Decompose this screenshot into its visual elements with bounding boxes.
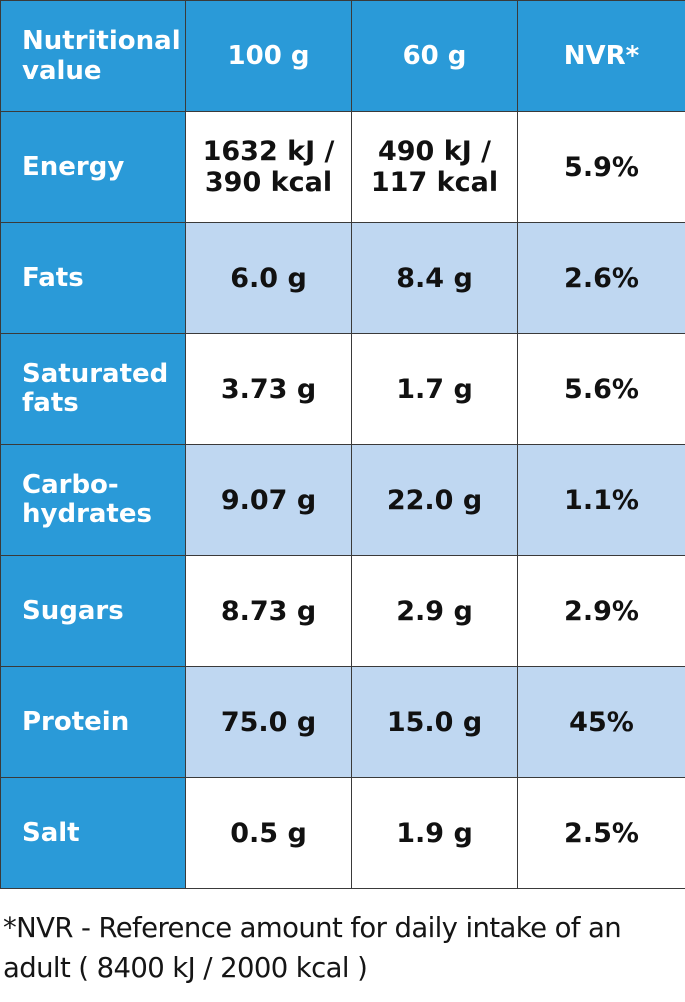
value-60g: 15.0 g xyxy=(351,666,518,778)
value-nvr: 2.6% xyxy=(517,222,685,334)
value-100g: 1632 kJ / 390 kcal xyxy=(185,111,352,223)
table-row: Sugars 8.73 g 2.9 g 2.9% xyxy=(0,555,685,667)
value-nvr: 2.5% xyxy=(517,777,685,889)
value-100g: 8.73 g xyxy=(185,555,352,667)
row-label: Energy xyxy=(0,111,186,223)
value-nvr: 5.6% xyxy=(517,333,685,445)
header-nvr: NVR* xyxy=(517,0,685,112)
value-60g: 8.4 g xyxy=(351,222,518,334)
header-60g: 60 g xyxy=(351,0,518,112)
nvr-footnote: *NVR - Reference amount for daily intake… xyxy=(3,912,622,984)
value-100g: 0.5 g xyxy=(185,777,352,889)
value-nvr: 45% xyxy=(517,666,685,778)
row-label: Saturated fats xyxy=(0,333,186,445)
header-nutritional-value: Nutritional value xyxy=(0,0,186,112)
row-label: Protein xyxy=(0,666,186,778)
value-nvr: 1.1% xyxy=(517,444,685,556)
table-header-row: Nutritional value 100 g 60 g NVR* xyxy=(0,0,685,112)
row-label: Salt xyxy=(0,777,186,889)
value-nvr: 5.9% xyxy=(517,111,685,223)
table-row: Protein 75.0 g 15.0 g 45% xyxy=(0,666,685,778)
table-row: Saturated fats 3.73 g 1.7 g 5.6% xyxy=(0,333,685,445)
value-60g: 2.9 g xyxy=(351,555,518,667)
value-60g: 1.7 g xyxy=(351,333,518,445)
value-nvr: 2.9% xyxy=(517,555,685,667)
value-100g: 9.07 g xyxy=(185,444,352,556)
table-row: Salt 0.5 g 1.9 g 2.5% xyxy=(0,777,685,889)
nutrition-table: Nutritional value 100 g 60 g NVR* Energy… xyxy=(0,0,685,889)
table-row: Energy 1632 kJ / 390 kcal 490 kJ / 117 k… xyxy=(0,111,685,223)
header-100g: 100 g xyxy=(185,0,352,112)
value-60g: 1.9 g xyxy=(351,777,518,889)
value-100g: 6.0 g xyxy=(185,222,352,334)
value-100g: 3.73 g xyxy=(185,333,352,445)
value-100g: 75.0 g xyxy=(185,666,352,778)
table-row: Carbo-hydrates 9.07 g 22.0 g 1.1% xyxy=(0,444,685,556)
table-row: Fats 6.0 g 8.4 g 2.6% xyxy=(0,222,685,334)
row-label: Sugars xyxy=(0,555,186,667)
row-label: Fats xyxy=(0,222,186,334)
row-label: Carbo-hydrates xyxy=(0,444,186,556)
value-60g: 490 kJ / 117 kcal xyxy=(351,111,518,223)
value-60g: 22.0 g xyxy=(351,444,518,556)
